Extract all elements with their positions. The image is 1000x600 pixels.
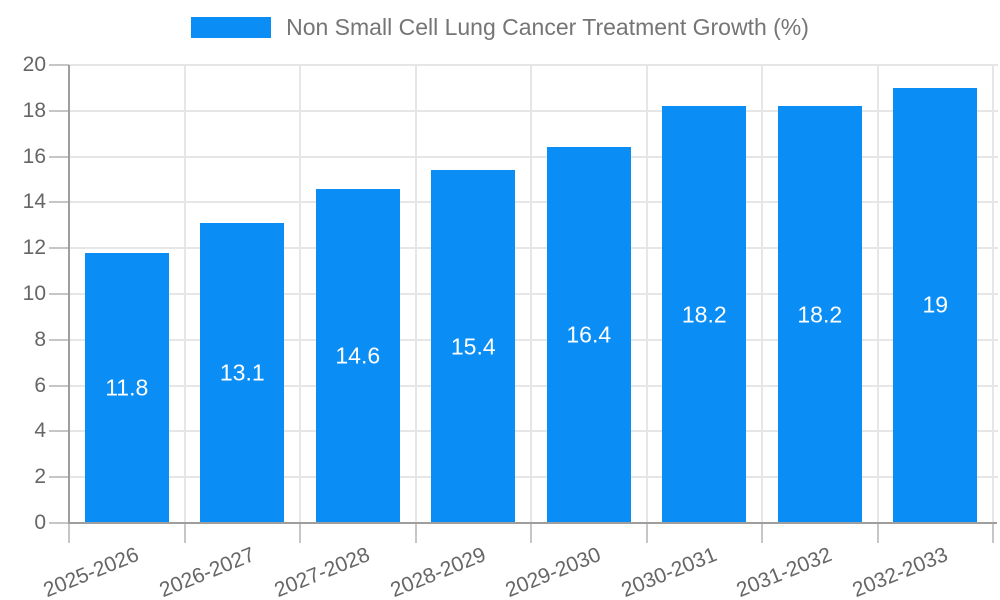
x-axis-tick [68,523,70,543]
x-axis-tick-label: 2028-2029 [387,543,489,600]
y-axis-tick [49,155,69,158]
gridline-vertical [414,65,417,523]
y-axis-tick-label: 2 [34,465,46,489]
bar-value-label: 13.1 [219,359,265,386]
x-axis-tick-label: 2032-2033 [849,543,951,600]
gridline-horizontal [69,247,998,250]
bar[interactable] [200,223,285,522]
gridline-vertical [992,65,994,523]
x-axis-tick [530,523,532,543]
bar-value-label: 16.4 [566,321,612,348]
bar[interactable] [84,252,169,522]
bar[interactable] [546,147,631,522]
bar-value-label: 19 [922,291,949,318]
bar-value-label: 18.2 [797,301,843,328]
x-axis-tick-label: 2029-2030 [502,543,605,600]
x-axis-tick [414,523,417,543]
gridline-vertical [299,65,301,523]
y-axis-tick [49,247,69,250]
gridline-horizontal [69,109,998,112]
y-axis-tick-label: 16 [22,144,46,168]
bar[interactable] [431,170,516,522]
bar-value-label: 11.8 [105,374,149,401]
y-axis-tick-label: 4 [34,419,46,443]
gridline-vertical [761,65,763,523]
gridline-horizontal [69,338,998,341]
gridline-horizontal [69,293,998,295]
y-axis-tick [49,64,69,66]
y-axis-tick-label: 20 [22,53,46,76]
x-axis-tick-label: 2026-2027 [156,543,258,600]
y-axis-tick-label: 14 [22,190,46,214]
bar-value-label: 15.4 [450,333,496,360]
y-axis-tick [49,201,69,204]
y-axis-tick [49,384,69,387]
x-axis-tick [876,523,879,543]
chart-legend: Non Small Cell Lung Cancer Treatment Gro… [0,14,1000,41]
gridline-horizontal [69,64,998,66]
x-axis-tick [761,523,763,543]
y-axis-tick-label: 6 [34,373,46,397]
x-axis-tick [299,523,301,543]
x-axis-tick-label: 2027-2028 [271,543,374,600]
gridline-horizontal [69,430,998,433]
gridline-vertical [530,65,532,523]
y-axis-line [68,65,70,523]
gridline-horizontal [69,476,998,479]
gridline-horizontal [69,201,998,204]
y-axis-tick-label: 8 [34,327,46,351]
y-axis-tick [49,476,69,479]
gridline-vertical [876,65,879,523]
y-axis-tick [49,522,69,524]
y-axis-tick [49,109,69,112]
y-axis-tick [49,338,69,341]
x-axis-tick [992,523,994,543]
y-axis-tick [49,293,69,295]
bar[interactable] [893,87,978,522]
bar-value-label: 14.6 [335,342,381,369]
bar-value-label: 18.2 [681,301,727,328]
x-axis-tick-label: 2030-2031 [618,543,720,600]
bar[interactable] [662,106,747,522]
gridline-vertical [183,65,186,523]
gridline-vertical [645,65,648,523]
gridline-horizontal [69,155,998,158]
y-axis-tick-label: 18 [22,98,46,122]
legend-swatch-icon [191,17,272,38]
legend-label: Non Small Cell Lung Cancer Treatment Gro… [286,14,809,40]
bar[interactable] [777,106,862,522]
y-axis-tick-label: 12 [22,236,46,260]
x-axis-line [68,522,997,524]
x-axis-tick [183,523,186,543]
x-axis-tick-label: 2025-2026 [40,543,143,600]
y-axis-tick-label: 10 [22,282,46,305]
legend-item[interactable]: Non Small Cell Lung Cancer Treatment Gro… [191,14,809,41]
x-axis-tick [645,523,648,543]
y-axis-tick-label: 0 [34,511,46,534]
y-axis-tick [49,430,69,433]
bar[interactable] [315,188,400,522]
x-axis-tick-label: 2031-2032 [733,543,836,600]
gridline-horizontal [69,384,998,387]
